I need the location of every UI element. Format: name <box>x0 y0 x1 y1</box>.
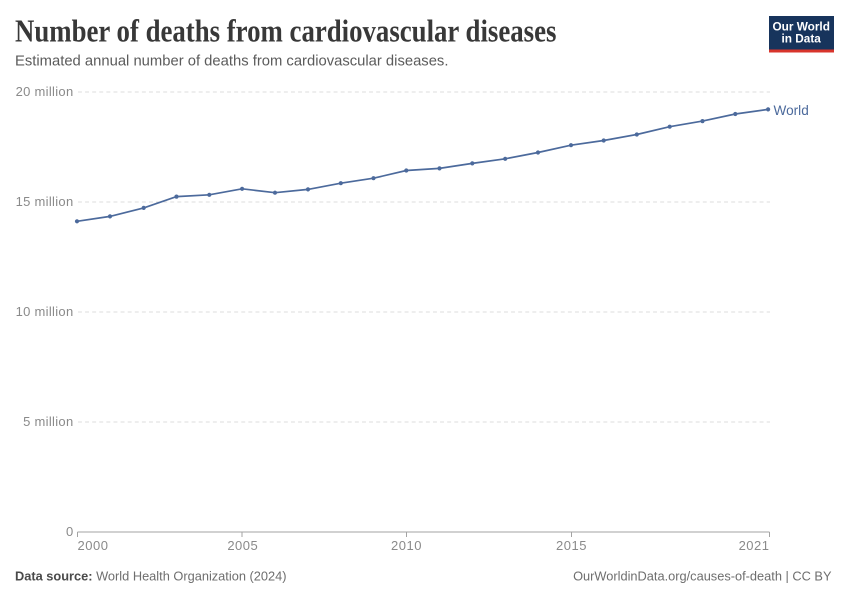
svg-text:2010: 2010 <box>391 538 422 553</box>
svg-text:Data source: World Health Orga: Data source: World Health Organization (… <box>15 568 286 583</box>
svg-text:5 million: 5 million <box>23 414 73 429</box>
svg-text:Estimated annual number of dea: Estimated annual number of deaths from c… <box>15 54 448 70</box>
svg-text:2015: 2015 <box>556 538 587 553</box>
svg-text:OurWorldinData.org/causes-of-d: OurWorldinData.org/causes-of-death | CC … <box>573 568 832 583</box>
svg-text:Our World: Our World <box>772 20 829 34</box>
svg-text:2005: 2005 <box>227 538 258 553</box>
svg-text:in Data: in Data <box>782 32 822 46</box>
svg-text:Number of deaths from cardiova: Number of deaths from cardiovascular dis… <box>15 14 556 49</box>
svg-text:2000: 2000 <box>78 538 109 553</box>
svg-text:0: 0 <box>66 524 74 539</box>
svg-text:15 million: 15 million <box>16 194 74 209</box>
svg-text:World: World <box>774 103 809 118</box>
svg-text:10 million: 10 million <box>16 304 74 319</box>
svg-text:2021: 2021 <box>739 538 770 553</box>
svg-text:20 million: 20 million <box>16 84 74 99</box>
